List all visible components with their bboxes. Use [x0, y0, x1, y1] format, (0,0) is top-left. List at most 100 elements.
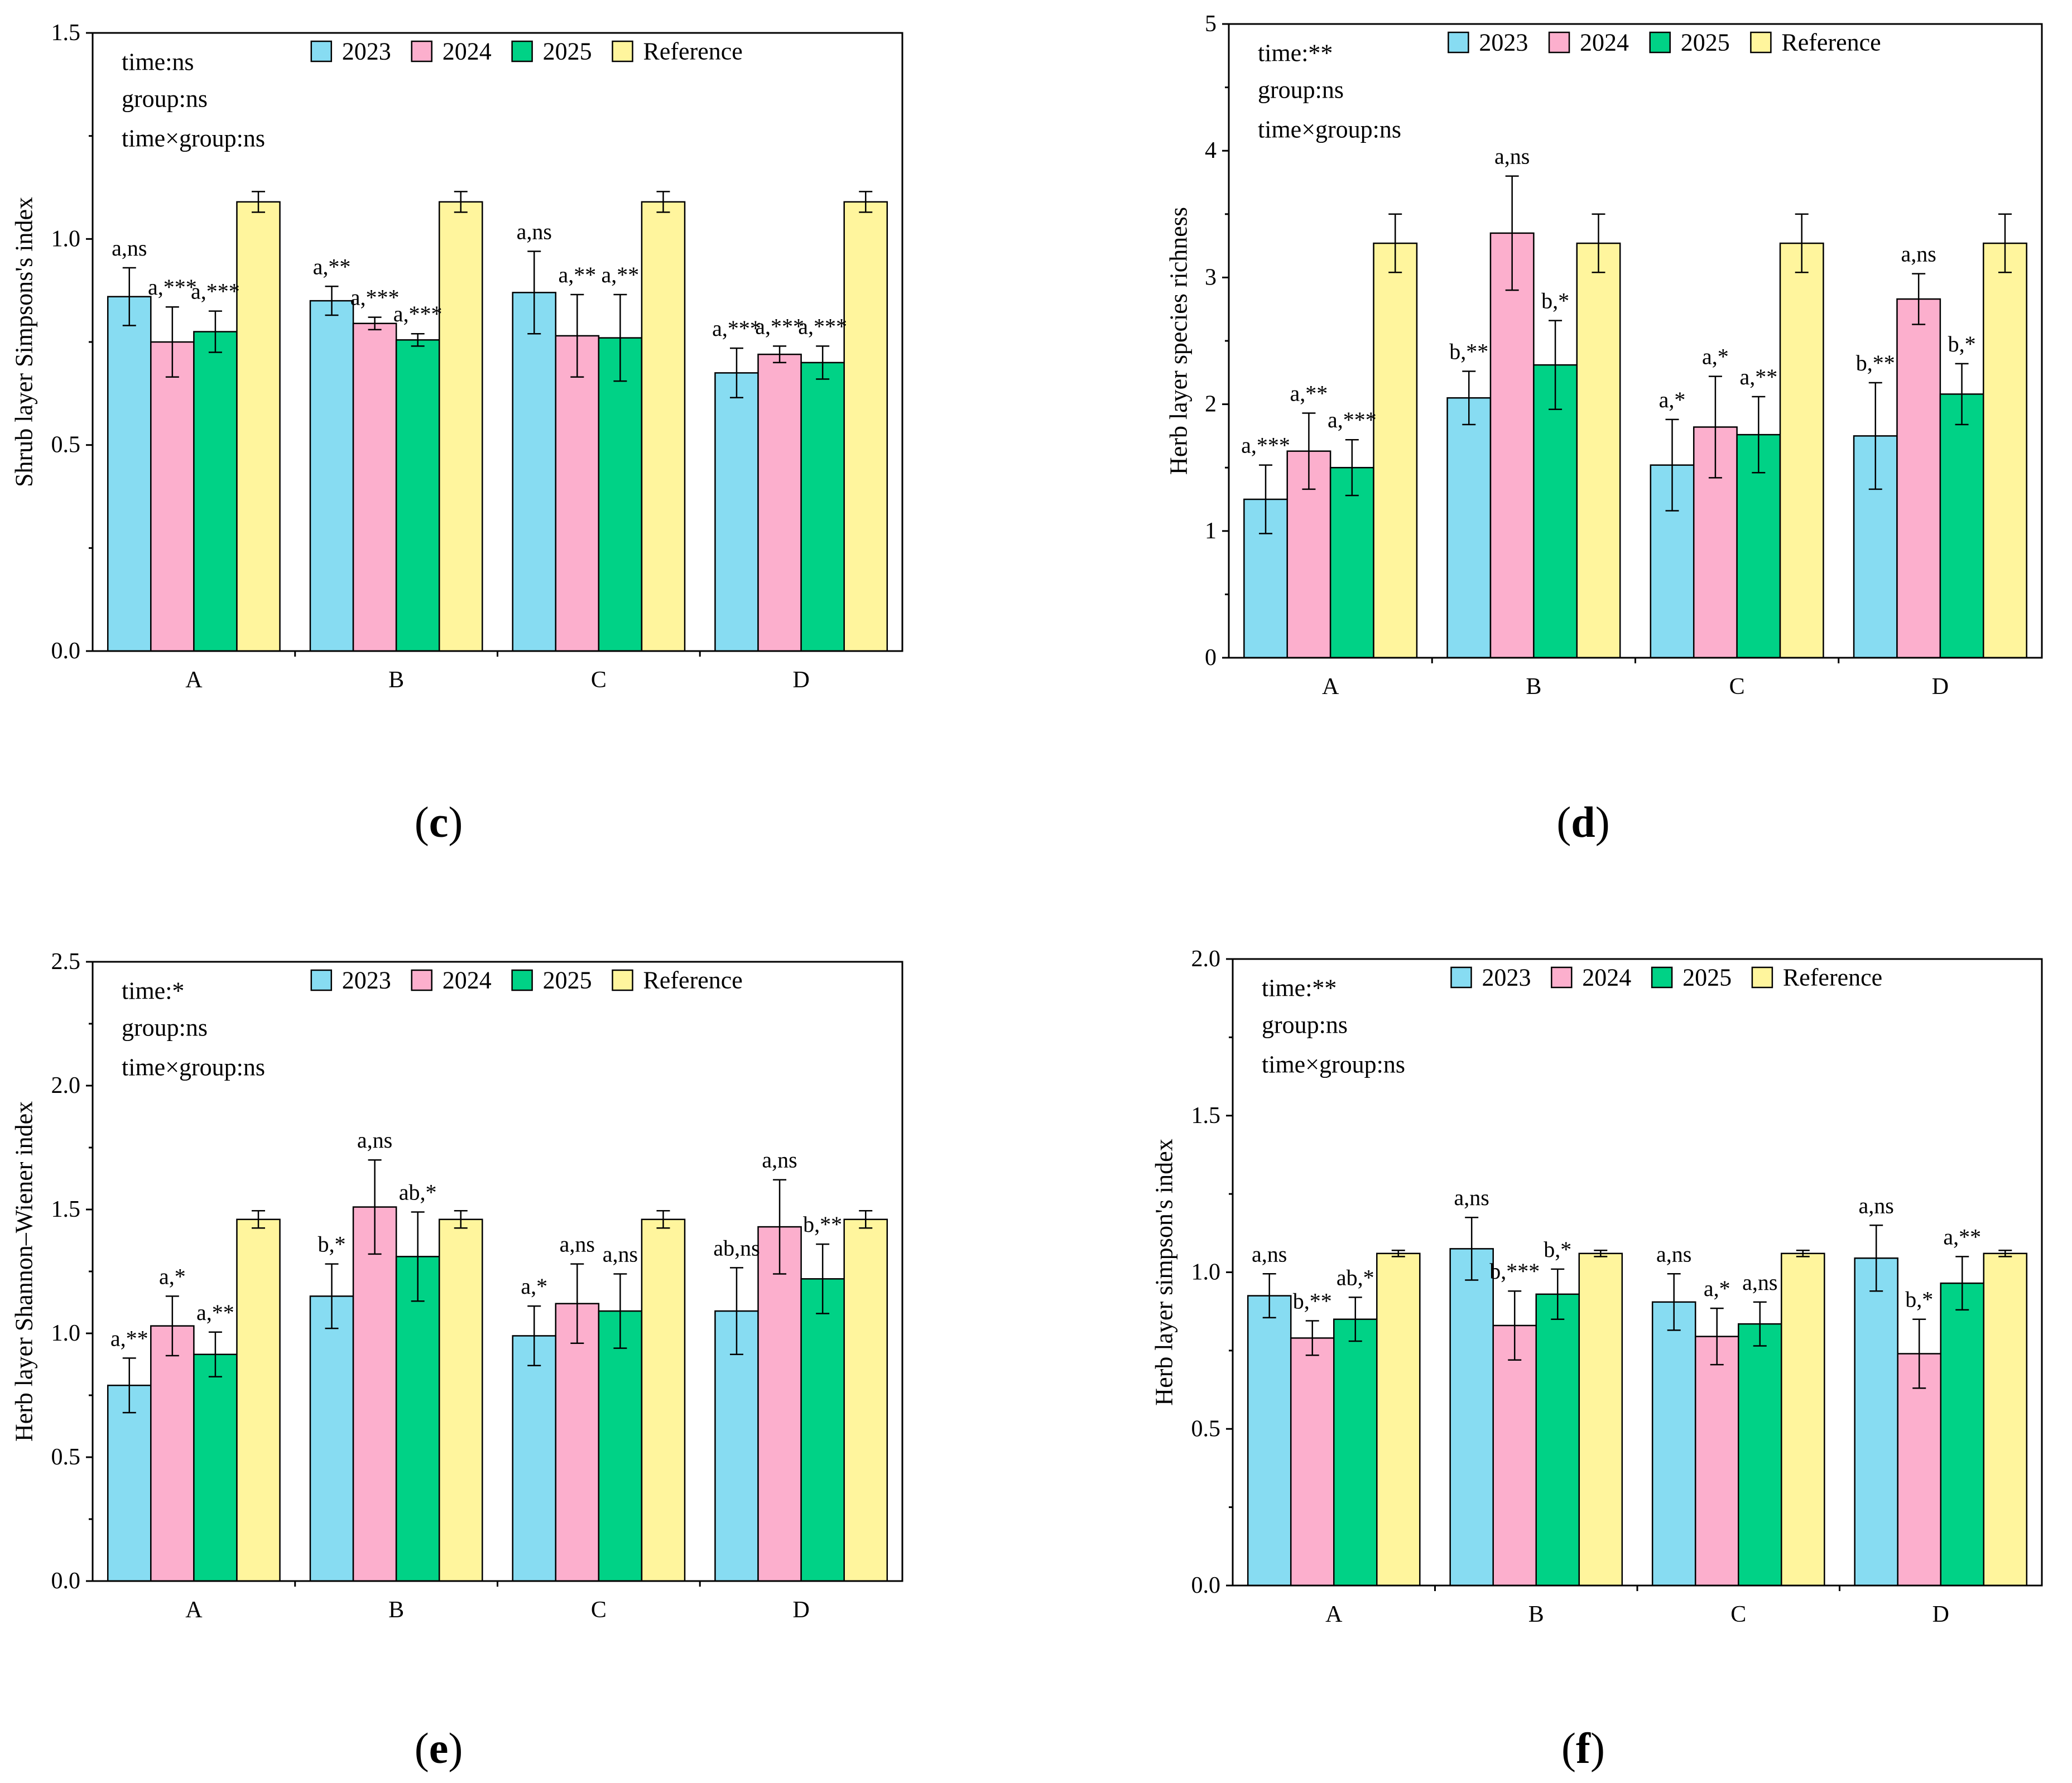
annotation-f-d-2025: a,** — [1943, 1224, 1981, 1249]
annotation-d-c-2023: a,* — [1659, 387, 1686, 412]
bar-c-c-2025 — [598, 337, 643, 652]
error-bar-f-c-2023 — [1667, 1273, 1681, 1331]
stat-text-e-1: group:ns — [122, 1014, 208, 1042]
bar-d-d-2025 — [1939, 393, 1984, 659]
annotation-d-b-2024: a,ns — [1494, 144, 1530, 169]
bar-f-b-reference — [1578, 1252, 1623, 1587]
error-bar-e-b-2023 — [325, 1263, 339, 1329]
annotation-c-a-2024: a,*** — [148, 274, 197, 300]
error-bar-f-b-2024 — [1508, 1290, 1522, 1361]
annotation-e-a-2024: a,* — [159, 1264, 186, 1289]
legend-label-d-2023: 2023 — [1479, 29, 1528, 56]
legend-swatch-c-2023 — [310, 40, 333, 62]
stat-text-c-2: time×group:ns — [122, 125, 265, 152]
error-bar-c-a-2024 — [165, 306, 179, 378]
bar-f-a-2023 — [1247, 1295, 1292, 1587]
ytick-label-d-4: 4 — [1205, 138, 1217, 163]
stat-text-c-1: group:ns — [122, 85, 208, 113]
legend-label-d-reference: Reference — [1781, 29, 1881, 56]
bar-c-d-2023 — [714, 372, 759, 652]
error-bar-e-b-2025 — [411, 1211, 425, 1302]
bar-c-a-reference — [236, 201, 281, 652]
error-bar-c-d-2025 — [816, 345, 830, 380]
annotation-f-c-2023: a,ns — [1656, 1241, 1691, 1266]
legend-swatch-d-2025 — [1649, 31, 1671, 54]
category-label-f-a: A — [1325, 1602, 1343, 1627]
error-bar-e-d-2025 — [816, 1243, 830, 1314]
error-bar-f-d-2025 — [1955, 1256, 1969, 1311]
bar-c-b-reference — [438, 201, 483, 652]
bar-d-b-2024 — [1489, 232, 1535, 659]
legend-swatch-e-reference — [612, 969, 633, 991]
annotation-c-a-2023: a,ns — [112, 235, 147, 261]
ytick-label-e-4: 2.0 — [51, 1073, 81, 1098]
error-bar-f-d-2024 — [1912, 1318, 1926, 1389]
annotation-d-b-2023: b,** — [1449, 339, 1488, 364]
category-label-e-c: C — [591, 1597, 607, 1623]
annotation-c-b-2023: a,** — [313, 254, 351, 279]
error-bar-d-d-reference — [1998, 213, 2012, 273]
annotation-d-d-2023: b,** — [1856, 350, 1895, 375]
error-bar-c-b-2024 — [368, 316, 382, 331]
error-bar-f-b-2023 — [1465, 1216, 1479, 1281]
bar-c-a-2023 — [107, 296, 152, 652]
error-bar-c-c-2025 — [613, 293, 627, 382]
bar-f-a-2024 — [1290, 1337, 1335, 1587]
annotation-f-a-2025: ab,* — [1337, 1265, 1374, 1290]
category-label-e-b: B — [388, 1597, 404, 1623]
bar-d-d-2024 — [1896, 298, 1941, 659]
chart-e: a,** b,* a,* ab,ns a,* a,ns a,ns a,ns a,** ab,* a,… — [11, 949, 903, 1623]
legend-d: 2023 2024 2025 Reference — [1448, 29, 1881, 56]
error-bar-c-c-reference — [656, 191, 670, 213]
bar-f-d-2025 — [1940, 1282, 1985, 1587]
panel-label-f: (f) — [1561, 1724, 1605, 1772]
bar-f-b-2023 — [1449, 1248, 1494, 1587]
error-bar-f-b-reference — [1594, 1249, 1608, 1257]
error-bar-c-d-2024 — [773, 345, 787, 364]
category-label-f-d: D — [1932, 1602, 1949, 1627]
stat-text-d-2: time×group:ns — [1258, 116, 1401, 143]
error-bar-d-c-2025 — [1752, 396, 1766, 474]
legend-e: 2023 2024 2025 Reference — [310, 967, 743, 994]
bar-e-a-2024 — [150, 1325, 195, 1582]
annotation-c-b-2024: a,*** — [350, 285, 400, 310]
bar-c-a-2025 — [193, 331, 238, 652]
bar-f-a-2025 — [1333, 1318, 1378, 1587]
legend-swatch-e-2023 — [310, 969, 333, 991]
category-label-c-c: C — [591, 667, 607, 693]
ytick-label-c-3: 1.5 — [51, 20, 81, 46]
annotation-e-a-2023: a,** — [110, 1326, 148, 1351]
bar-c-b-2024 — [352, 322, 397, 652]
stat-text-c-0: time:ns — [122, 49, 194, 76]
bar-f-c-2024 — [1694, 1336, 1739, 1587]
annotation-f-b-2024: b,*** — [1489, 1259, 1540, 1284]
error-bar-f-a-2023 — [1262, 1273, 1276, 1319]
error-bar-c-d-reference — [859, 191, 873, 213]
annotation-f-a-2024: b,** — [1293, 1289, 1332, 1314]
legend-swatch-f-2024 — [1551, 966, 1573, 989]
bar-c-d-2024 — [757, 353, 802, 652]
error-bar-e-c-reference — [656, 1209, 670, 1229]
error-bar-f-c-reference — [1796, 1249, 1810, 1257]
error-bar-d-c-reference — [1795, 213, 1809, 273]
category-label-d-d: D — [1932, 674, 1949, 700]
bar-e-a-2023 — [107, 1384, 152, 1582]
ytick-label-f-2: 1.0 — [1191, 1260, 1221, 1285]
annotation-e-d-2025: b,** — [803, 1212, 842, 1237]
legend-f: 2023 2024 2025 Reference — [1450, 964, 1882, 991]
legend-swatch-f-2025 — [1651, 966, 1673, 989]
bar-d-b-2023 — [1446, 397, 1492, 659]
annotation-e-a-2025: a,** — [196, 1300, 234, 1325]
bar-f-b-2024 — [1492, 1324, 1537, 1587]
error-bar-d-d-2024 — [1912, 273, 1926, 325]
annotation-f-d-2024: b,* — [1905, 1287, 1933, 1312]
bar-f-c-2025 — [1738, 1323, 1782, 1587]
legend-swatch-f-reference — [1751, 966, 1773, 989]
error-bar-f-c-2024 — [1710, 1307, 1724, 1366]
bar-c-c-2023 — [512, 292, 557, 652]
y-axis-title-c: Shrub layer Simpsons's index — [11, 197, 38, 487]
legend-swatch-e-2024 — [411, 969, 432, 991]
bar-d-d-reference — [1983, 242, 2027, 659]
annotation-e-b-2025: ab,* — [399, 1179, 437, 1204]
